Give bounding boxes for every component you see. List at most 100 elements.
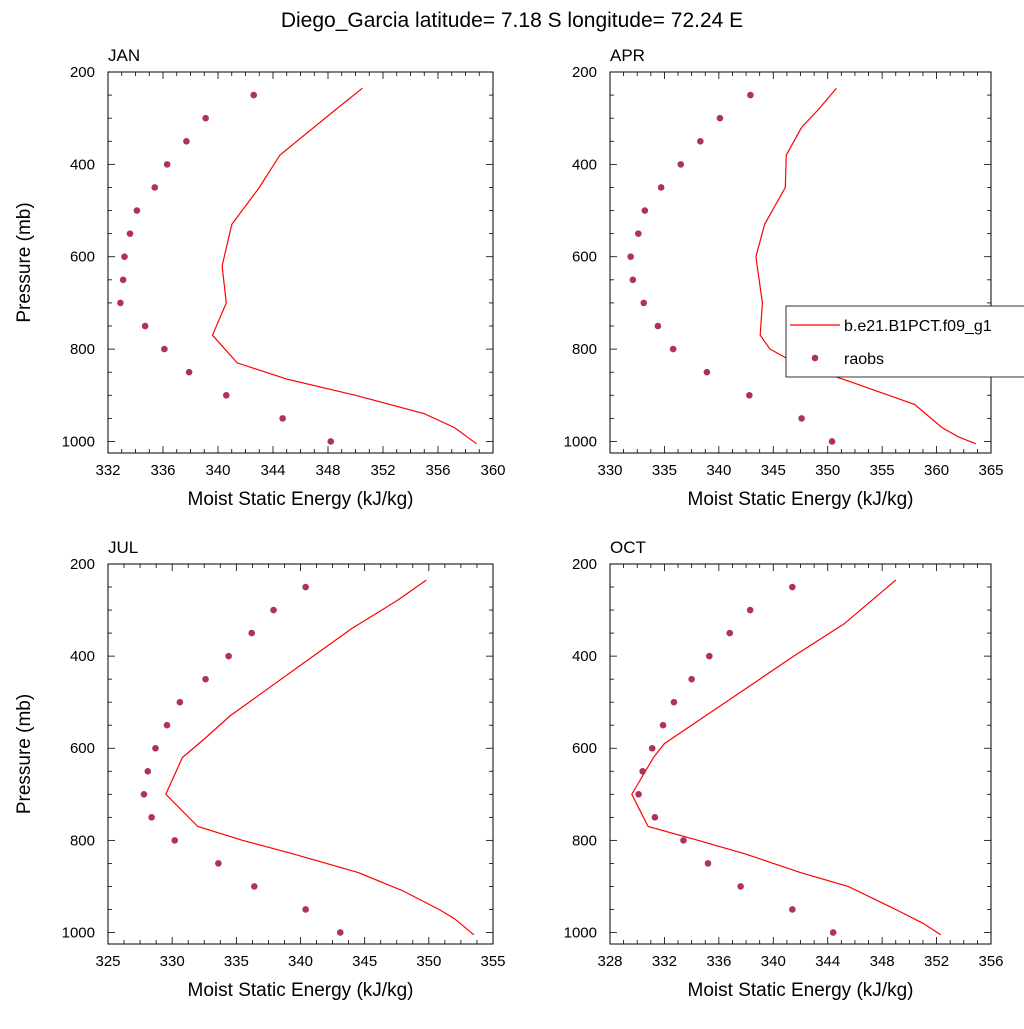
panel-label: JUL <box>108 538 138 557</box>
y-tick-label: 200 <box>572 64 597 81</box>
y-tick-label: 1000 <box>564 433 597 450</box>
x-axis-title: Moist Static Energy (kJ/kg) <box>688 489 914 510</box>
obs-point <box>336 929 344 936</box>
obs-point <box>697 137 704 145</box>
x-tick-label: 344 <box>815 953 840 970</box>
x-axis-title: Moist Static Energy (kJ/kg) <box>188 980 414 1001</box>
y-tick-label: 200 <box>70 556 95 573</box>
obs-point <box>654 322 662 330</box>
obs-point <box>747 91 754 99</box>
x-tick-label: 340 <box>205 462 230 479</box>
obs-point <box>279 415 286 422</box>
obs-point <box>183 137 190 145</box>
x-tick-label: 332 <box>652 953 677 970</box>
plot-frame <box>609 563 992 945</box>
y-tick-label: 600 <box>70 740 95 757</box>
figure-title: Diego_Garcia latitude= 7.18 S longitude=… <box>281 9 743 32</box>
y-tick-label: 400 <box>572 156 597 173</box>
obs-point <box>148 814 155 821</box>
obs-point <box>133 207 141 214</box>
obs-point <box>726 629 734 637</box>
legend-obs-marker <box>811 354 819 362</box>
y-tick-label: 400 <box>572 648 597 665</box>
obs-point <box>640 299 648 307</box>
obs-point <box>248 629 256 637</box>
obs-point <box>627 253 634 261</box>
obs-point <box>677 161 685 168</box>
x-tick-label: 350 <box>416 953 441 970</box>
obs-point <box>829 929 837 936</box>
obs-point <box>222 391 230 399</box>
obs-point <box>121 253 128 261</box>
panels: 332 336 340 344 348 352 356 360 200 400 600 800 1000… <box>14 46 1004 1001</box>
model-line <box>755 87 977 445</box>
x-tick-label: 350 <box>815 462 840 479</box>
obs-point <box>659 721 667 729</box>
y-tick-label: 1000 <box>62 433 95 450</box>
x-tick-label: 356 <box>425 462 450 479</box>
obs-point <box>202 114 209 122</box>
panel-label: OCT <box>610 538 646 557</box>
x-tick-label: 335 <box>652 462 677 479</box>
obs-point <box>119 276 127 284</box>
obs-point <box>151 184 159 191</box>
obs-point <box>639 767 646 775</box>
obs-point <box>670 698 678 706</box>
x-tick-label: 340 <box>706 462 731 479</box>
obs-point <box>641 207 649 214</box>
plot-frame <box>107 71 494 454</box>
panel-apr: 330 335 340 345 350 355 360 365 200 400 600 800 1000… <box>564 46 1004 510</box>
x-tick-label: 335 <box>224 953 249 970</box>
y-tick-label: 200 <box>572 556 597 573</box>
model-line <box>211 87 477 445</box>
x-tick-label: 340 <box>288 953 313 970</box>
x-tick-label: 360 <box>924 462 949 479</box>
x-axis-title: Moist Static Energy (kJ/kg) <box>188 489 414 510</box>
obs-point <box>798 415 805 422</box>
panel-label: JAN <box>108 46 140 65</box>
obs-point <box>140 791 148 798</box>
obs-point <box>215 860 222 867</box>
x-tick-label: 330 <box>597 462 622 479</box>
obs-point <box>161 345 168 353</box>
obs-point <box>270 606 277 614</box>
obs-point <box>225 652 232 660</box>
x-tick-label: 336 <box>706 953 731 970</box>
x-tick-label: 355 <box>870 462 895 479</box>
obs-point <box>680 837 687 844</box>
y-tick-label: 800 <box>572 341 597 358</box>
x-tick-label: 345 <box>352 953 377 970</box>
x-tick-label: 336 <box>150 462 175 479</box>
x-tick-label: 365 <box>978 462 1003 479</box>
obs-point <box>828 438 836 445</box>
x-tick-label: 355 <box>480 953 505 970</box>
obs-point <box>302 583 309 591</box>
obs-point <box>202 675 209 683</box>
obs-point <box>117 299 124 307</box>
obs-point <box>789 583 796 591</box>
obs-point <box>703 368 711 376</box>
x-axis-title: Moist Static Energy (kJ/kg) <box>688 980 914 1001</box>
x-tick-label: 340 <box>761 953 786 970</box>
obs-point <box>152 744 159 752</box>
obs-point <box>251 883 258 890</box>
x-tick-label: 348 <box>315 462 340 479</box>
obs-point <box>250 91 258 99</box>
obs-point <box>163 721 171 729</box>
obs-point <box>716 114 724 122</box>
obs-point <box>648 744 656 752</box>
y-tick-label: 800 <box>70 832 95 849</box>
model-line <box>165 579 475 936</box>
obs-point <box>746 391 753 399</box>
obs-point <box>141 322 149 330</box>
x-tick-label: 330 <box>160 953 185 970</box>
y-tick-label: 1000 <box>564 924 597 941</box>
y-tick-label: 800 <box>70 341 95 358</box>
obs-point <box>651 814 659 821</box>
legend-model-label: b.e21.B1PCT.f09_g1 <box>844 318 992 335</box>
obs-point <box>302 906 309 913</box>
panel-oct: 328 332 336 340 344 348 352 356 200 400 600 800 1000… <box>564 538 1004 1001</box>
obs-point <box>163 161 171 168</box>
y-tick-label: 800 <box>572 832 597 849</box>
obs-point <box>746 606 754 614</box>
